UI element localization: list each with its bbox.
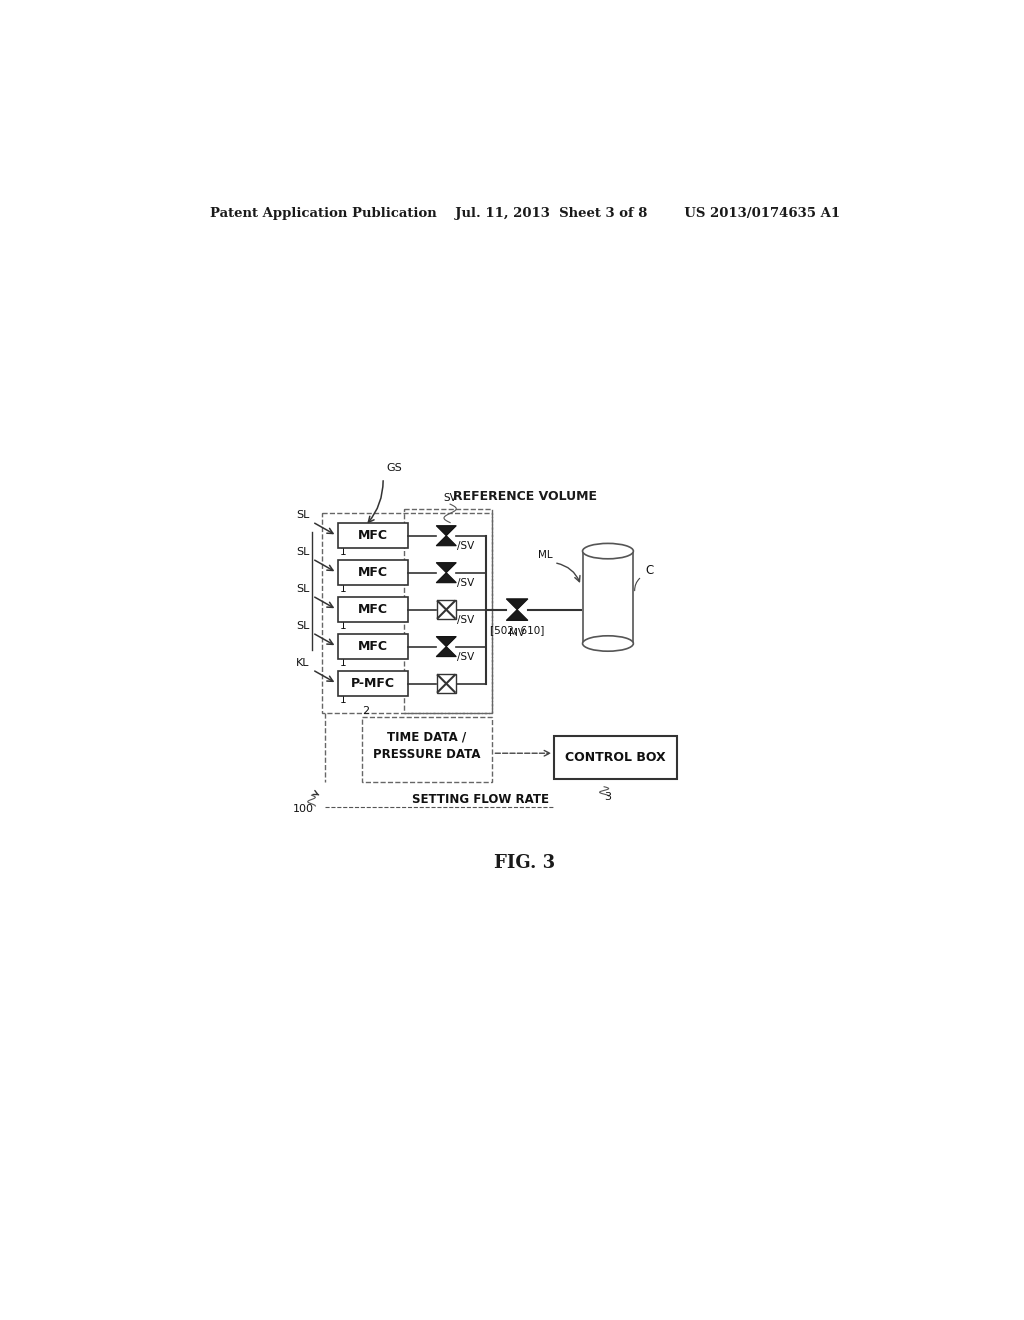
FancyBboxPatch shape (339, 671, 408, 696)
Text: /SV: /SV (457, 615, 474, 624)
Text: KL: KL (296, 659, 309, 668)
Text: MFC: MFC (358, 640, 388, 653)
Text: FIG. 3: FIG. 3 (495, 854, 555, 873)
Polygon shape (506, 599, 528, 610)
Text: SL: SL (296, 585, 309, 594)
FancyBboxPatch shape (339, 597, 408, 622)
Text: 1: 1 (340, 659, 347, 668)
FancyBboxPatch shape (339, 524, 408, 548)
FancyBboxPatch shape (339, 635, 408, 659)
Text: MFC: MFC (358, 603, 388, 616)
Polygon shape (436, 536, 457, 545)
Text: SL: SL (296, 548, 309, 557)
Text: /SV: /SV (457, 541, 474, 550)
Text: [502, 610]: [502, 610] (489, 626, 545, 635)
FancyBboxPatch shape (437, 601, 456, 619)
Text: REFERENCE VOLUME: REFERENCE VOLUME (454, 490, 597, 503)
Ellipse shape (583, 636, 634, 651)
Text: 1: 1 (340, 548, 347, 557)
Text: SETTING FLOW RATE: SETTING FLOW RATE (413, 792, 550, 805)
Text: Patent Application Publication    Jul. 11, 2013  Sheet 3 of 8        US 2013/017: Patent Application Publication Jul. 11, … (210, 207, 840, 220)
Text: 1: 1 (340, 622, 347, 631)
Text: CONTROL BOX: CONTROL BOX (565, 751, 666, 764)
Text: /SV: /SV (457, 652, 474, 661)
Text: TIME DATA /
PRESSURE DATA: TIME DATA / PRESSURE DATA (374, 730, 480, 762)
Text: 100: 100 (293, 804, 314, 814)
Text: GS: GS (386, 462, 402, 473)
Text: P-MFC: P-MFC (351, 677, 395, 690)
Text: 3: 3 (604, 792, 611, 803)
FancyBboxPatch shape (583, 552, 634, 644)
Polygon shape (436, 573, 457, 582)
FancyBboxPatch shape (339, 560, 408, 585)
Ellipse shape (583, 544, 634, 558)
Text: MFC: MFC (358, 566, 388, 579)
Text: SV: SV (443, 492, 457, 503)
Text: MFC: MFC (358, 529, 388, 543)
Text: ML: ML (538, 550, 553, 560)
Polygon shape (506, 610, 528, 620)
Text: SL: SL (296, 511, 309, 520)
FancyBboxPatch shape (437, 675, 456, 693)
FancyBboxPatch shape (554, 737, 677, 779)
Text: SL: SL (296, 622, 309, 631)
Text: 2: 2 (362, 706, 370, 717)
Text: MV: MV (509, 628, 525, 638)
Text: 1: 1 (340, 696, 347, 705)
Text: 1: 1 (340, 585, 347, 594)
Text: /SV: /SV (457, 578, 474, 587)
Polygon shape (436, 562, 457, 573)
Polygon shape (436, 636, 457, 647)
Polygon shape (436, 647, 457, 656)
Polygon shape (436, 525, 457, 536)
Text: C: C (645, 564, 653, 577)
